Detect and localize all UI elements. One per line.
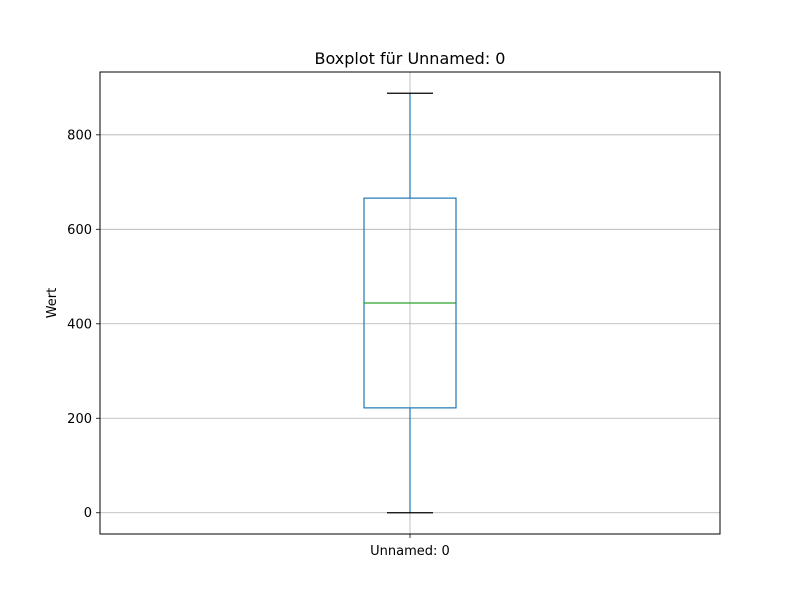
y-tick-label: 400 bbox=[67, 317, 92, 332]
y-axis-label: Wert bbox=[45, 288, 60, 319]
y-tick-label: 200 bbox=[67, 412, 92, 427]
y-tick-label: 0 bbox=[84, 506, 92, 521]
chart-title: Boxplot für Unnamed: 0 bbox=[315, 49, 506, 68]
y-tick-label: 800 bbox=[67, 128, 92, 143]
tick-layer: 0 200 400 600 800 Unnamed: 0 bbox=[67, 128, 450, 559]
box-layer bbox=[363, 92, 457, 514]
y-tick-label: 600 bbox=[67, 223, 92, 238]
x-tick-label: Unnamed: 0 bbox=[370, 544, 450, 559]
